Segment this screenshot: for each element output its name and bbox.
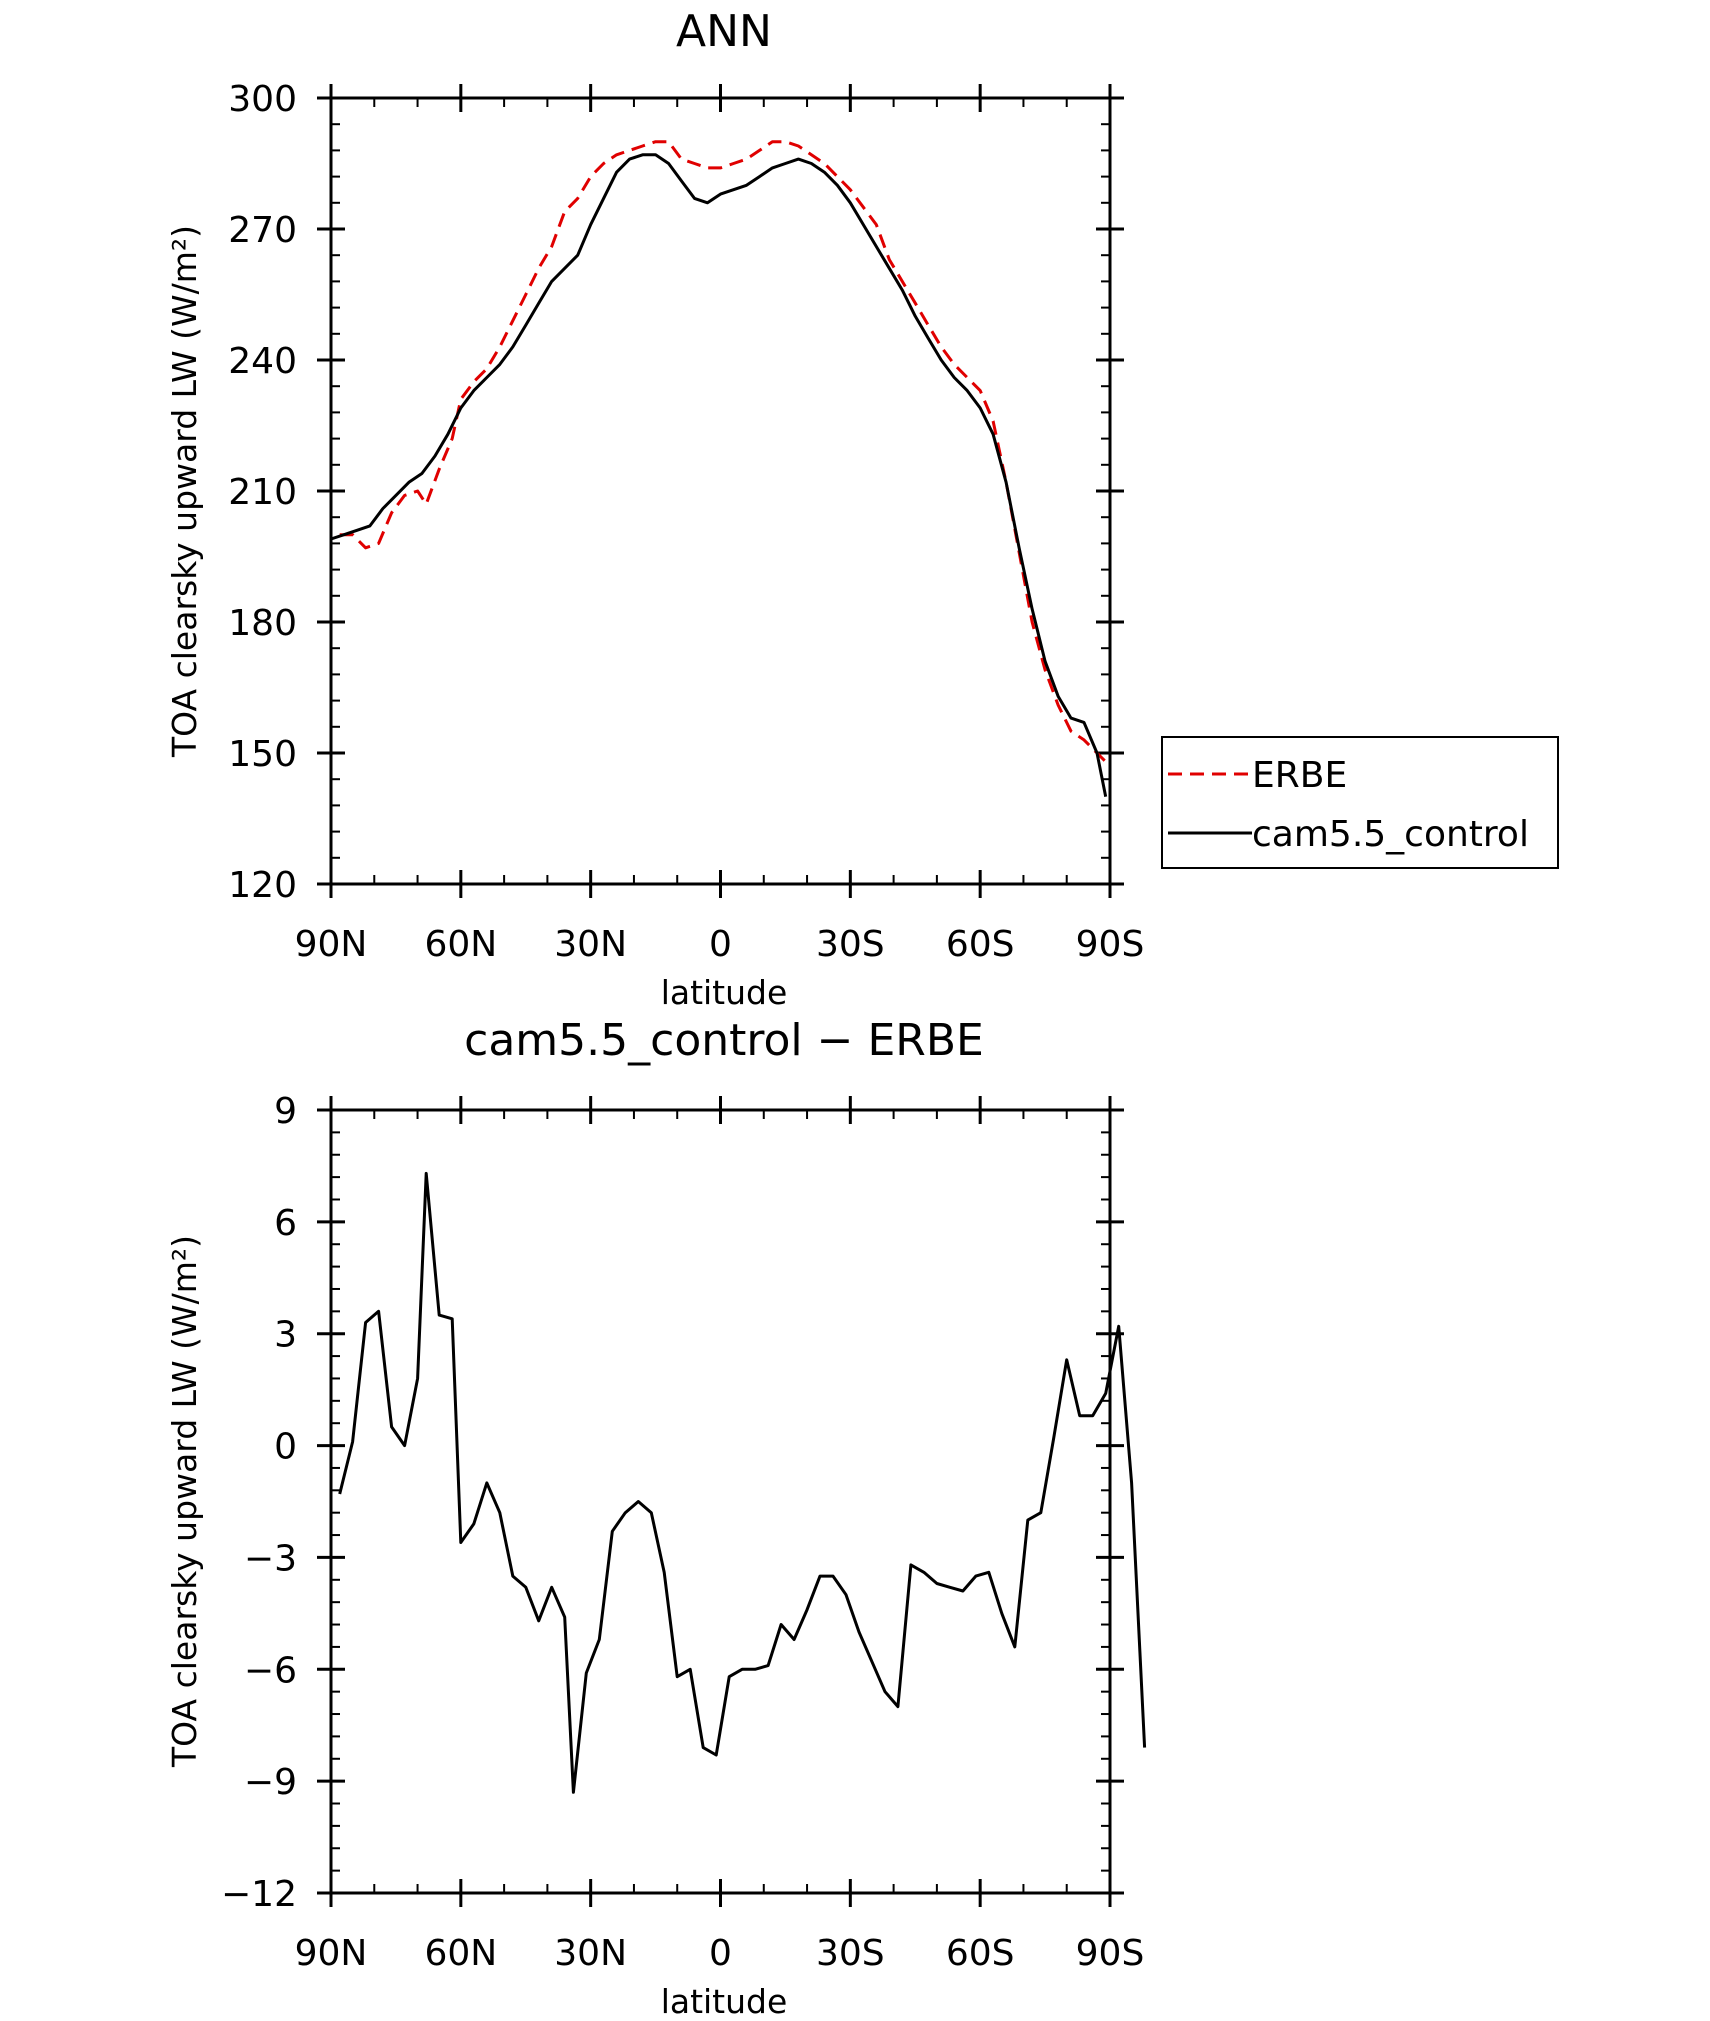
legend: ERBE cam5.5_control [1161,736,1559,869]
y-tick-label: 3 [274,1315,297,1356]
x-tick-label: 90S [1076,1933,1145,1974]
x-tick-label: 90N [295,1933,368,1974]
x-axis-label: latitude [661,1982,788,2021]
x-tick-labels: 90N 60N 30N 0 30S 60S 90S [295,1933,1145,1974]
series-line-cam5-5-control [330,153,1108,797]
plot-frame [329,96,1112,886]
x-tick-label: 0 [709,1933,732,1974]
series-line-erbe [339,140,1107,763]
y-tick-label: −3 [244,1538,297,1579]
x-tick-label: 30S [816,1933,885,1974]
x-tick-labels: 90N 60N 30N 0 30S 60S 90S [295,924,1145,965]
y-tick-label: 9 [274,1091,297,1132]
x-tick-label: 0 [709,924,732,965]
y-tick-label: 300 [228,79,297,120]
x-tick-label: 30S [816,924,885,965]
x-axis-label: latitude [661,973,788,1012]
x-tick-label: 30N [554,924,627,965]
y-tick-label: 210 [228,472,297,513]
legend-entry-erbe: ERBE [1252,755,1347,796]
series-lines [338,1171,1147,1794]
y-tick-label: 240 [228,341,297,382]
y-tick-label: 270 [228,210,297,251]
y-tick-label: −9 [244,1762,297,1803]
x-tick-label: 60S [946,924,1015,965]
plot-frame [329,1108,1112,1895]
chart-title: ANN [676,6,772,57]
x-tick-label: 60N [424,1933,497,1974]
chart-difference: cam5.5_control − ERBE −12 −9 −6 −3 0 3 6 9 90N 6… [165,1015,1147,2021]
legend-entry-cam5: cam5.5_control [1252,814,1529,855]
chart-title: cam5.5_control − ERBE [464,1015,984,1066]
y-tick-label: −6 [244,1650,297,1691]
series-lines [330,140,1108,797]
y-tick-label: 150 [228,734,297,775]
y-tick-labels: 120 150 180 210 240 270 300 [228,79,297,906]
y-tick-label: −12 [221,1874,297,1915]
x-tick-label: 60N [424,924,497,965]
y-tick-label: 180 [228,603,297,644]
x-tick-label: 90N [295,924,368,965]
x-tick-label: 90S [1076,924,1145,965]
y-tick-label: 0 [274,1427,297,1468]
y-axis-label: TOA clearsky upward LW (W/m²) [165,225,204,758]
x-tick-label: 60S [946,1933,1015,1974]
y-tick-label: 6 [274,1203,297,1244]
series-line-cam5-5-control-erbe [338,1171,1147,1794]
chart-ann: ANN 120 150 180 210 240 270 300 90N 60N 30N 0 30S 6… [165,6,1559,1012]
y-tick-label: 120 [228,865,297,906]
y-tick-labels: −12 −9 −6 −3 0 3 6 9 [221,1091,297,1915]
x-tick-label: 30N [554,1933,627,1974]
y-axis-label: TOA clearsky upward LW (W/m²) [165,1235,204,1768]
legend-box [1161,736,1559,869]
